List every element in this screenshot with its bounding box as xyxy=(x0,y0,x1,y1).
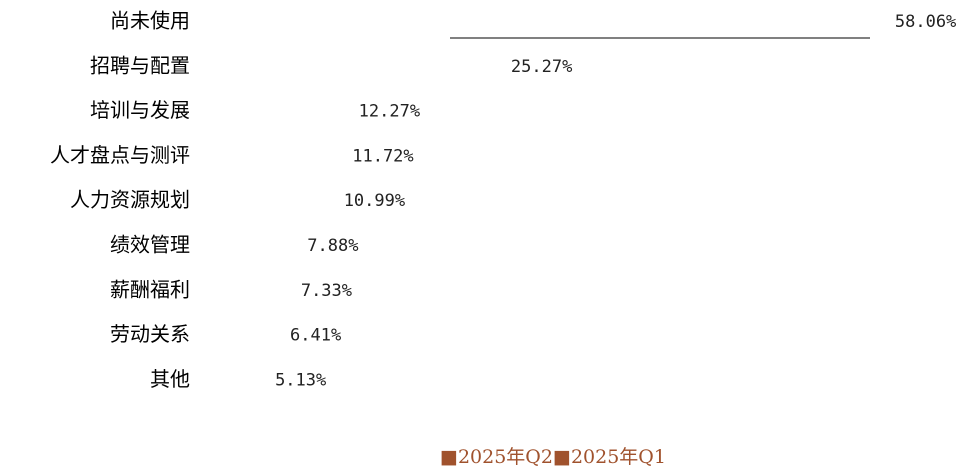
value-label: 25.27% xyxy=(511,57,572,77)
value-label: 11.72% xyxy=(352,146,413,166)
category-label: 劳动关系 xyxy=(110,322,190,346)
legend-label: 2025年Q2 xyxy=(458,446,553,468)
category-label: 薪酬福利 xyxy=(110,277,190,301)
value-label: 6.41% xyxy=(290,326,341,346)
value-label: 10.99% xyxy=(344,191,405,211)
bar xyxy=(215,188,344,214)
legend-swatch: ■ xyxy=(553,446,571,468)
legend-swatch: ■ xyxy=(440,446,458,468)
category-label: 绩效管理 xyxy=(110,233,190,257)
category-label: 招聘与配置 xyxy=(90,53,190,77)
bar xyxy=(215,143,352,169)
bar xyxy=(215,99,359,125)
bar xyxy=(215,323,290,349)
category-label: 其他 xyxy=(150,367,190,391)
value-label: 7.88% xyxy=(307,236,358,256)
bar xyxy=(215,278,301,304)
category-label: 人才盘点与测评 xyxy=(50,143,190,167)
value-label: 7.33% xyxy=(301,281,352,301)
value-label: 5.13% xyxy=(275,370,326,390)
value-label: 12.27% xyxy=(359,102,420,122)
bar xyxy=(215,233,307,259)
legend-label: 2025年Q1 xyxy=(571,446,666,468)
category-label: 尚未使用 xyxy=(110,9,190,33)
legend: ■2025年Q2■2025年Q1 xyxy=(440,446,666,468)
value-label: 58.06% xyxy=(895,12,956,32)
category-label: 人力资源规划 xyxy=(70,188,190,212)
bar xyxy=(215,367,275,393)
bar xyxy=(215,54,511,80)
bar xyxy=(215,9,895,35)
category-label: 培训与发展 xyxy=(90,98,190,122)
